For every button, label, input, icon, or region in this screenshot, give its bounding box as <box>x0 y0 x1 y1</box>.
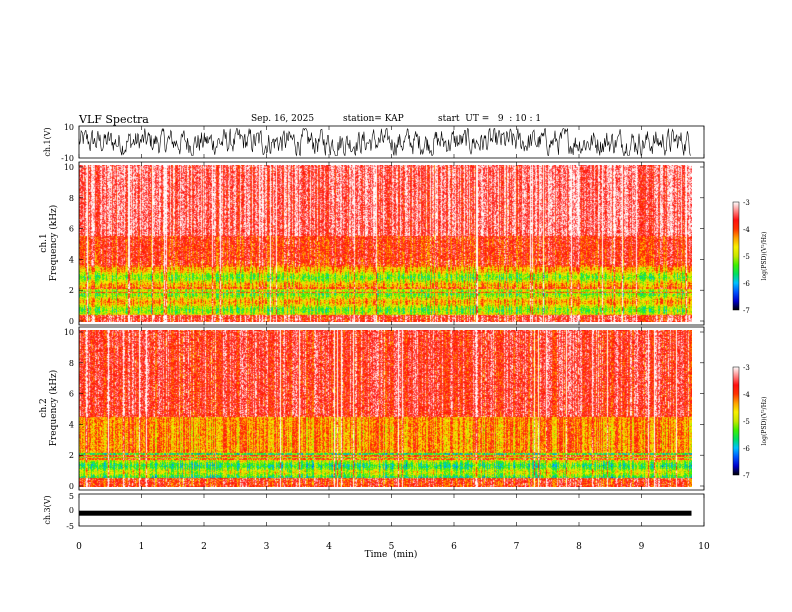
x-tick-label: 9 <box>639 542 645 552</box>
spectrogram-ytick-label: 4 <box>69 255 74 264</box>
ch1-colorbar-tick: -3 <box>743 199 750 207</box>
ch1-colorbar-tick: -6 <box>743 280 750 288</box>
ch1-spectrogram-ylabel-line2: Frequency (kHz) <box>48 205 59 282</box>
ch1-spectrogram-panel: 10 8 6 4 2 0 ch.1 Frequency (kHz) <box>39 161 705 326</box>
ch1-colorbar-tick: -5 <box>743 253 750 261</box>
ch1-waveform-panel: 10 -10 ch.1(V) <box>43 123 705 163</box>
ch2-colorbar-ticks: -3 -4 -5 -6 -7 <box>743 364 750 480</box>
x-tick-label: 1 <box>139 542 145 552</box>
date-label: Sep. 16, 2025 <box>251 114 315 124</box>
x-tick-label: 8 <box>576 542 582 552</box>
ch2-spectrogram-yticks: 10 8 6 4 2 0 <box>64 328 704 491</box>
ch3-waveform-frame <box>78 493 705 527</box>
x-tick-label: 0 <box>76 542 82 552</box>
chart-title: VLF Spectra <box>79 113 149 126</box>
ch2-spectrogram-image <box>79 330 692 487</box>
x-axis-label: Time (min) <box>365 549 418 560</box>
x-tick-label: 7 <box>514 542 520 552</box>
station-label: station= KAP <box>343 114 404 124</box>
ch1-ytick-top: 10 <box>64 123 74 132</box>
x-tick-label: 6 <box>451 542 457 552</box>
ch1-ytick-bottom: -10 <box>61 154 74 163</box>
x-axis-tick-labels: 0 1 2 3 4 5 6 7 8 9 10 <box>76 542 710 552</box>
x-tick-label: 2 <box>201 542 207 552</box>
ch2-spectrogram-ylabel-line1: ch.2 <box>39 398 49 417</box>
spectrogram-ytick-label: 2 <box>69 286 74 295</box>
x-tick-label: 3 <box>264 542 270 552</box>
spectrogram-ytick-label: 6 <box>69 225 74 234</box>
ch1-colorbar-tick: -4 <box>743 226 750 234</box>
ch2-colorbar-tick: -5 <box>743 418 750 426</box>
spectrogram-ytick-label: 0 <box>69 317 74 326</box>
ch1-spectrogram-ylabel-line1: ch.1 <box>39 233 49 252</box>
ch2-colorbar-tick: -4 <box>743 391 750 399</box>
spectrogram-ytick-label: 6 <box>69 390 74 399</box>
ch2-colorbar: -3 -4 -5 -6 -7 log(PSD)(V²/Hz) <box>732 364 768 480</box>
spectrogram-ytick-label: 10 <box>64 328 74 337</box>
ch1-waveform-trace <box>78 127 691 157</box>
ch2-colorbar-tick: -6 <box>743 445 750 453</box>
ch1-colorbar: -3 -4 -5 -6 -7 log(PSD)(V²/Hz) <box>732 199 768 315</box>
ch2-spectrogram-panel: 10 8 6 4 2 0 ch.2 Frequency (kHz) <box>39 326 705 491</box>
spectrogram-ytick-label: 10 <box>64 163 74 172</box>
start-time-label: start UT = 9 : 10 : 1 <box>438 114 542 124</box>
spectrogram-ytick-label: 2 <box>69 451 74 460</box>
ch2-spectrogram-ylabel-line2: Frequency (kHz) <box>48 370 59 447</box>
ch2-colorbar-gradient <box>732 366 740 476</box>
spectrogram-ytick-label: 0 <box>69 482 74 491</box>
x-tick-label: 5 <box>389 542 395 552</box>
ch3-ylabel: ch.3(V) <box>43 495 52 524</box>
x-tick-label: 10 <box>698 542 710 552</box>
ch3-waveform-panel: 5 0 -5 ch.3(V) <box>43 492 705 531</box>
ch2-colorbar-label: log(PSD)(V²/Hz) <box>761 397 768 446</box>
ch1-colorbar-label: log(PSD)(V²/Hz) <box>761 232 768 281</box>
x-tick-label: 4 <box>326 542 332 552</box>
ch2-colorbar-tick: -7 <box>743 472 750 480</box>
ch3-waveform-trace <box>79 510 692 516</box>
ch3-ytick-bottom: -5 <box>66 522 74 531</box>
ch1-colorbar-tick: -7 <box>743 307 750 315</box>
ch3-ytick-top: 5 <box>69 492 74 501</box>
ch1-spectrogram-image <box>79 165 692 322</box>
ch1-colorbar-ticks: -3 -4 -5 -6 -7 <box>743 199 750 315</box>
spectrogram-ytick-label: 8 <box>69 194 74 203</box>
ch1-colorbar-gradient <box>732 201 740 311</box>
x-axis-ticks <box>78 126 705 526</box>
spectrogram-ytick-label: 8 <box>69 359 74 368</box>
ch2-colorbar-tick: -3 <box>743 364 750 372</box>
ch1-spectrogram-yticks: 10 8 6 4 2 0 <box>64 163 704 326</box>
ch1-ylabel: ch.1(V) <box>43 127 52 156</box>
spectrogram-ytick-label: 4 <box>69 420 74 429</box>
ch3-ytick-mid: 0 <box>69 506 74 515</box>
